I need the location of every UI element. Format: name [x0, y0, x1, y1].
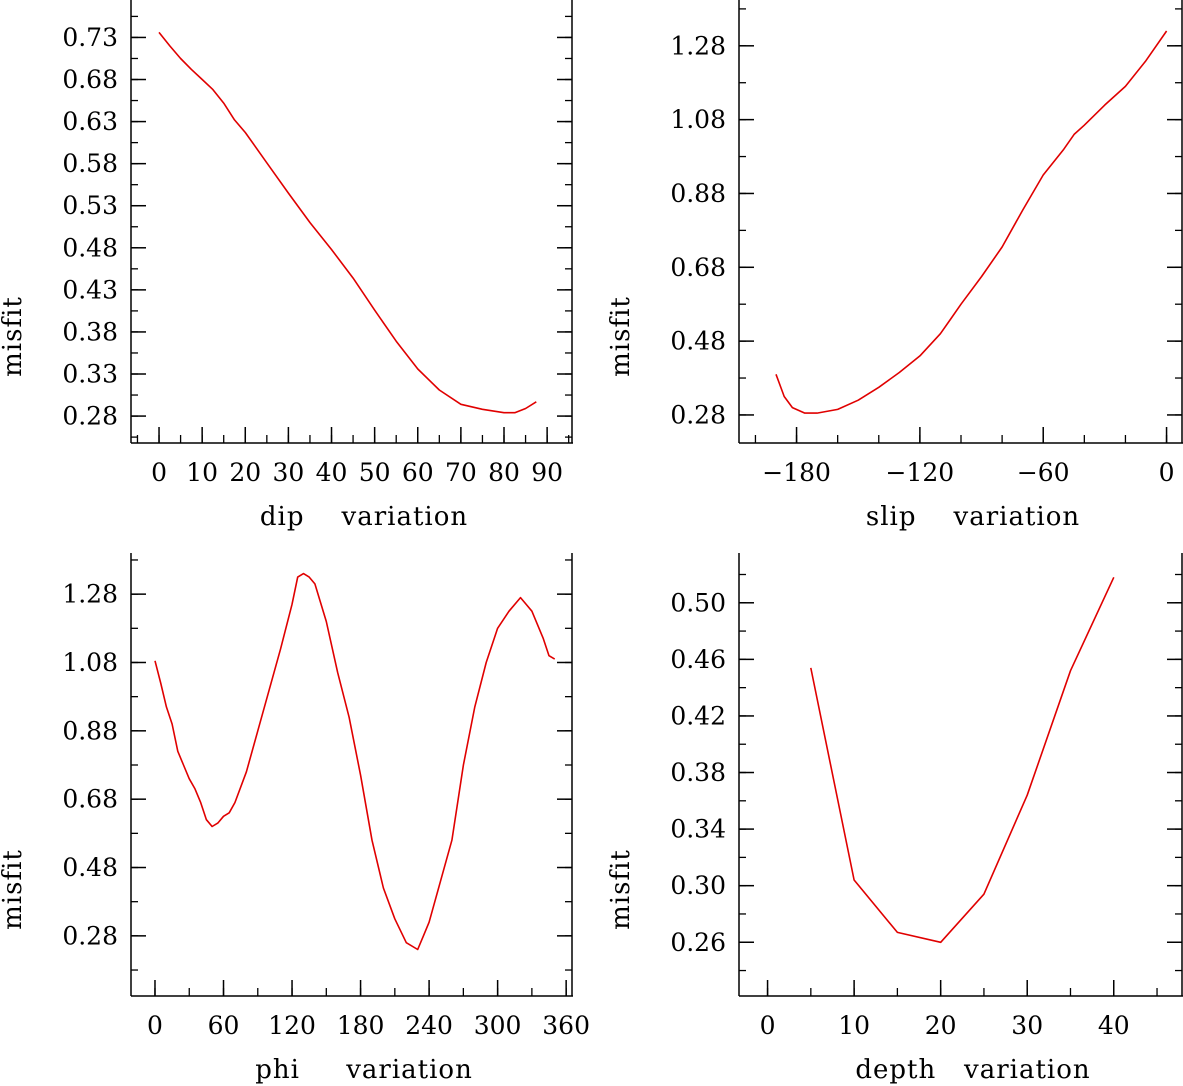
x-tick-label: 10: [838, 1011, 870, 1040]
y-tick-label: 0.28: [62, 402, 118, 431]
y-tick-label: 0.48: [62, 233, 118, 262]
x-tick-label: 360: [542, 1011, 590, 1040]
y-tick-label: 0.42: [670, 701, 726, 730]
x-tick-label: 0: [147, 1011, 163, 1040]
x-tick-label: −180: [762, 458, 831, 487]
x-tick-label: 0: [760, 1011, 776, 1040]
y-axis-label: misfit: [0, 296, 28, 377]
misfit-line: [154, 572, 556, 951]
y-tick-label: 0.30: [670, 871, 726, 900]
y-tick-label: 0.58: [62, 149, 118, 178]
x-tick-label: 70: [445, 458, 477, 487]
x-tick-label: 180: [337, 1011, 385, 1040]
y-tick-label: 0.68: [670, 253, 726, 282]
y-tick-label: 0.73: [62, 23, 118, 52]
x-tick-label: 120: [268, 1011, 316, 1040]
y-tick-label: 1.08: [670, 105, 726, 134]
y-axis-label: misfit: [0, 849, 28, 930]
y-tick-label: 0.68: [62, 785, 118, 814]
x-tick-label: 90: [531, 458, 563, 487]
x-tick-label: 60: [208, 1011, 240, 1040]
x-tick-label: 240: [405, 1011, 453, 1040]
x-tick-label: 0: [151, 458, 167, 487]
y-tick-label: 1.08: [62, 648, 118, 677]
y-tick-label: 0.46: [670, 645, 726, 674]
x-tick-label: 30: [272, 458, 304, 487]
y-tick-label: 0.88: [670, 179, 726, 208]
chart-panel-4: 0.26 0.30 0.34 0.38 0.42 0.46 0.50 0 10 20 30 40 dep…: [606, 553, 1183, 1085]
x-tick-label: 20: [925, 1011, 957, 1040]
x-axis-label: dip variation: [260, 502, 468, 532]
x-tick-label: 50: [359, 458, 391, 487]
y-tick-label: 0.48: [670, 327, 726, 356]
y-tick-label: 0.28: [62, 921, 118, 950]
x-tick-label: 40: [316, 458, 348, 487]
x-tick-label: 20: [229, 458, 261, 487]
y-tick-label: 0.50: [670, 588, 726, 617]
y-tick-label: 1.28: [62, 580, 118, 609]
y-tick-label: 0.48: [62, 853, 118, 882]
y-tick-label: 1.28: [670, 31, 726, 60]
chart-panel-2: 0.28 0.48 0.68 0.88 1.08 1.28 −180 −120 −60 0 slip…: [606, 0, 1183, 532]
y-tick-label: 0.53: [62, 191, 118, 220]
y-tick-label: 0.88: [62, 716, 118, 745]
y-tick-label: 0.38: [62, 317, 118, 346]
chart-panel-1: 0.28 0.33 0.38 0.43 0.48 0.53 0.58 0.63 0.68 0.73…: [0, 0, 573, 532]
x-axis-label: phi variation: [255, 1055, 473, 1085]
x-tick-label: 0: [1159, 458, 1175, 487]
misfit-line: [775, 30, 1168, 414]
y-tick-label: 0.43: [62, 275, 118, 304]
y-tick-label: 0.34: [670, 815, 726, 844]
misfit-line: [158, 31, 537, 414]
x-tick-label: 40: [1098, 1011, 1130, 1040]
x-tick-label: −120: [886, 458, 955, 487]
x-tick-label: 60: [402, 458, 434, 487]
y-tick-label: 0.63: [62, 107, 118, 136]
x-tick-label: 80: [488, 458, 520, 487]
y-tick-label: 0.28: [670, 400, 726, 429]
y-tick-label: 0.38: [670, 758, 726, 787]
x-axis-label: depth variation: [855, 1055, 1090, 1085]
x-axis-label: slip variation: [866, 502, 1080, 532]
x-tick-label: −60: [1017, 458, 1070, 487]
y-tick-label: 0.33: [62, 360, 118, 389]
y-axis-label: misfit: [606, 849, 636, 930]
chart-panel-3: 0.28 0.48 0.68 0.88 1.08 1.28 0 60 120 180 240 300 3…: [0, 553, 590, 1085]
x-tick-label: 30: [1011, 1011, 1043, 1040]
y-axis-label: misfit: [606, 296, 636, 377]
y-tick-label: 0.26: [670, 928, 726, 957]
x-tick-label: 300: [474, 1011, 522, 1040]
x-tick-label: 10: [186, 458, 218, 487]
misfit-line: [810, 576, 1115, 944]
y-tick-label: 0.68: [62, 65, 118, 94]
